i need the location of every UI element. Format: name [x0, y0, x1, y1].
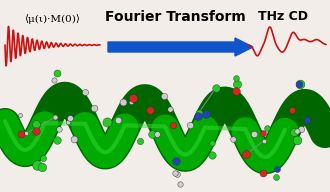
FancyArrow shape — [108, 38, 253, 56]
Text: THz CD: THz CD — [258, 10, 308, 23]
Text: Fourier Transform: Fourier Transform — [105, 10, 246, 24]
Text: ⟨μ(ι)·M(0)⟩: ⟨μ(ι)·M(0)⟩ — [24, 14, 80, 24]
